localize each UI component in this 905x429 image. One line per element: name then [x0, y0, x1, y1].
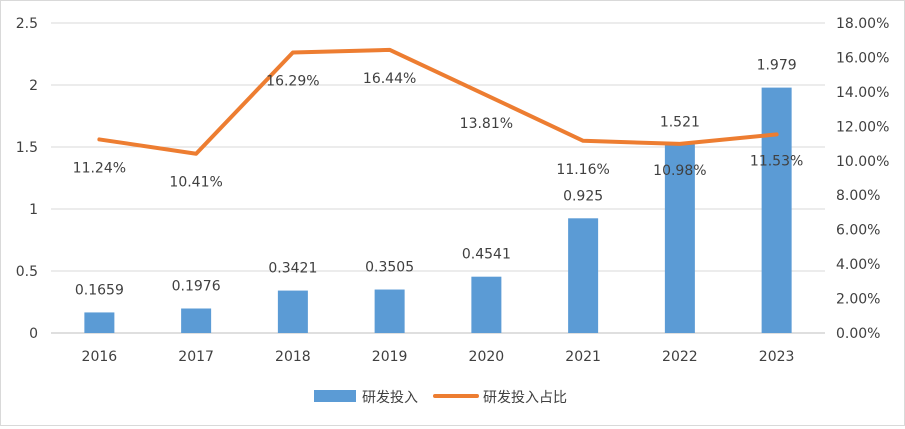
line-series — [97, 47, 779, 156]
bar-data-label: 0.1659 — [75, 282, 124, 298]
y-right-tick-label: 2.00% — [836, 292, 880, 308]
line-data-label: 16.29% — [266, 73, 319, 89]
legend-label-bar: 研发投入 — [362, 390, 418, 406]
y-left-tick-label: 1 — [29, 202, 38, 218]
bar-data-label: 0.3421 — [268, 261, 317, 277]
bar-data-label: 1.521 — [660, 114, 700, 130]
line-data-label: 11.24% — [73, 160, 126, 176]
bar-data-label: 1.979 — [757, 58, 797, 74]
y-right-tick-label: 6.00% — [836, 223, 880, 239]
bar-data-label: 0.1976 — [172, 278, 221, 294]
bar — [568, 218, 599, 333]
line-data-label: 16.44% — [363, 71, 416, 87]
x-tick-label: 2017 — [178, 349, 214, 365]
line-data-label: 11.16% — [556, 162, 609, 178]
y-right-tick-label: 18.00% — [836, 16, 889, 32]
y-right-tick-label: 8.00% — [836, 188, 880, 204]
axes: 0 0.5 1 1.5 2 2.5 0.00% 2.00% 4.00% 6.00% 8.00% 10.… — [16, 16, 890, 365]
bar — [181, 308, 212, 333]
x-tick-label: 2016 — [82, 349, 118, 365]
bar-data-label: 0.925 — [563, 188, 603, 204]
gridlines — [51, 22, 825, 334]
bar — [84, 312, 115, 333]
bar — [374, 289, 405, 333]
y-right-tick-label: 14.00% — [836, 85, 889, 101]
y-left-tick-label: 0 — [29, 326, 38, 342]
y-right-tick-label: 0.00% — [836, 326, 880, 342]
data-labels: 0.1659 0.1976 0.3421 0.3505 0.4541 0.925 1.521… — [73, 58, 804, 299]
x-tick-label: 2018 — [275, 349, 311, 365]
line-data-label: 13.81% — [460, 116, 513, 132]
x-tick-label: 2022 — [662, 349, 698, 365]
legend-swatch-bar — [314, 390, 356, 402]
x-tick-label: 2023 — [759, 349, 795, 365]
y-left-tick-label: 2 — [29, 78, 38, 94]
y-right-tick-label: 10.00% — [836, 154, 889, 170]
y-right-tick-label: 4.00% — [836, 257, 880, 273]
line-series-path — [97, 47, 779, 156]
bar — [471, 276, 502, 333]
y-right-tick-label: 12.00% — [836, 119, 889, 135]
legend: 研发投入 研发投入占比 — [314, 390, 567, 406]
y-left-tick-label: 2.5 — [16, 16, 38, 32]
line-data-label: 10.41% — [169, 175, 222, 191]
bar — [277, 290, 308, 333]
bar — [664, 144, 695, 333]
y-left-tick-label: 0.5 — [16, 264, 38, 280]
x-tick-label: 2020 — [469, 349, 505, 365]
line-data-label: 11.53% — [750, 153, 803, 169]
x-tick-label: 2019 — [372, 349, 408, 365]
line-data-label: 10.98% — [653, 163, 706, 179]
legend-label-line: 研发投入占比 — [483, 390, 567, 406]
bar-data-label: 0.3505 — [365, 260, 414, 276]
x-tick-label: 2021 — [565, 349, 601, 365]
bar-series — [84, 87, 792, 333]
y-right-tick-label: 16.00% — [836, 50, 889, 66]
bar-data-label: 0.4541 — [462, 247, 511, 263]
bar — [761, 87, 792, 333]
y-left-tick-label: 1.5 — [16, 140, 38, 156]
